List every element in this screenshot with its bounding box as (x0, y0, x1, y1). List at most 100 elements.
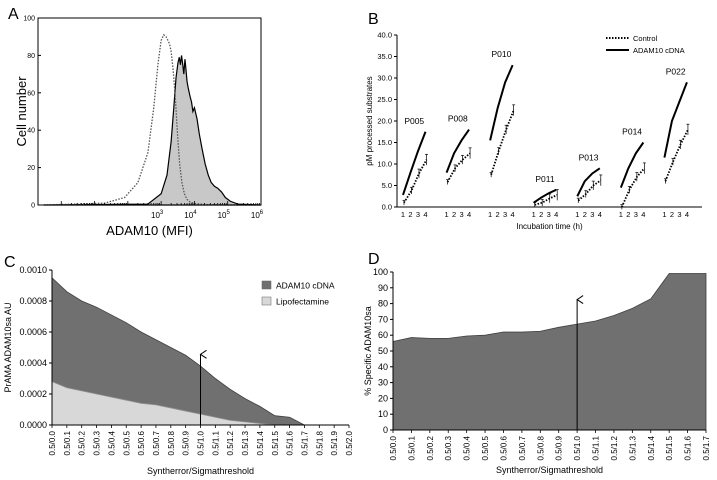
panel-b-line-chart: 0.0 5.0 10.0 15.0 20.0 25.0 30.0 35.0 40.0 pM pro… (365, 31, 702, 231)
x-tick-label: 0.5/0.4 (463, 435, 472, 460)
y-tick-label: 0 (383, 425, 388, 435)
x-tick-label: 0.5/0.0 (48, 430, 57, 455)
y-tick-label: 0.0002 (19, 389, 47, 399)
legend: ADAM10 cDNA Lipofectamine (261, 280, 335, 307)
x-tick-label: 0.5/1.3 (628, 435, 637, 460)
x-tick-label: 2 (670, 210, 674, 219)
x-axis-label: Syntherror/Sigmathreshold (147, 466, 254, 476)
y-axis-label: PrAMA ADAM10sa AU (3, 302, 13, 392)
x-tick-label: 1 (401, 210, 405, 219)
y-tick-label: 10.0 (377, 160, 392, 169)
y-tick-label: 0.0004 (19, 358, 47, 368)
series-control-line (534, 194, 558, 206)
group-p005: 1 2 3 4 P005 (401, 116, 428, 219)
y-tick-label: 20 (27, 165, 35, 172)
x-tick-label: 1 (488, 210, 492, 219)
y-tick-label: 40.0 (377, 31, 392, 40)
panel-label-c: C (4, 254, 16, 271)
x-tick-label: 0.5/1.2 (226, 430, 235, 455)
x-tick-label: 2 (626, 210, 630, 219)
y-tick-label: 10 (378, 409, 388, 419)
x-tick-label: 1 (532, 210, 536, 219)
series-control-line (490, 109, 515, 176)
group-label: P008 (448, 114, 468, 124)
x-tick-label: 1 (619, 210, 623, 219)
group-p022: 1 2 3 4 P022 (662, 66, 690, 219)
legend-label-control: Control (633, 34, 658, 43)
x-tick-label: 0.5/2.0 (345, 430, 354, 455)
panel-a-histogram: 0 20 40 60 80 100 103 104 105 106 ADAM10 (MFI) Cell… (14, 16, 264, 239)
y-tick-label: 0.0006 (19, 327, 47, 337)
group-label: P014 (622, 127, 642, 137)
y-tick-label: 40 (378, 362, 388, 372)
x-tick-label: 0.5/0.1 (407, 435, 416, 460)
x-tick-label: 0.5/0.7 (518, 435, 527, 460)
x-tick-label: 1 (662, 210, 666, 219)
x-tick-label: 4 (423, 210, 427, 219)
y-axis-label: pM processed substrates (365, 76, 374, 165)
x-tick-label: 0.5/0.0 (389, 435, 398, 460)
x-tick-label: 0.5/1.6 (684, 435, 693, 460)
legend: Control ADAM10 cDNA (606, 34, 685, 55)
legend-label-adam10: ADAM10 cDNA (633, 46, 685, 55)
x-tick-label: 0.5/0.9 (555, 435, 564, 460)
x-tick-label: 4 (641, 210, 645, 219)
group-p011: 1 2 3 4 P011 (532, 174, 559, 219)
x-tick-label: 0.5/1.4 (256, 430, 265, 455)
panel-d-area-chart: 0 10 20 30 40 50 60 70 80 90 100 0.5/0.0 0.5/0.1 0.5/… (363, 267, 711, 475)
x-tick-label: 3 (459, 210, 463, 219)
y-tick-label: 100 (23, 16, 35, 23)
x-tick-label: 0.5/1.4 (647, 435, 656, 460)
x-tick-label: 0.5/0.7 (152, 430, 161, 455)
legend-swatch (261, 296, 272, 306)
x-tick-label: 0.5/1.9 (330, 430, 339, 455)
legend-label: ADAM10 cDNA (276, 281, 335, 291)
x-tick-label: 4 (598, 210, 602, 219)
y-tick-label: 5.0 (382, 181, 392, 190)
x-tick-label: 0.5/1.3 (241, 430, 250, 455)
x-tick-label: 0.5/0.3 (93, 430, 102, 455)
x-tick-label: 3 (547, 210, 551, 219)
group-p014: 1 2 3 4 P014 (619, 127, 646, 219)
x-tick-label: 0.5/0.8 (536, 435, 545, 460)
series-adam10-line (576, 167, 601, 197)
x-tick-label: 2 (583, 210, 587, 219)
x-tick-label: 0.5/1.7 (702, 435, 711, 460)
x-tick-label: 0.5/1.7 (300, 430, 309, 455)
group-p013: 1 2 3 4 P013 (575, 152, 603, 219)
y-tick-label: 20.0 (377, 117, 392, 126)
x-tick-label: 4 (467, 210, 471, 219)
x-tick-label: 1 (575, 210, 579, 219)
x-tick-label: 4 (685, 210, 689, 219)
y-tick-label: 80 (378, 299, 388, 309)
series-adam10-line (663, 81, 688, 158)
y-tick-label: 25.0 (377, 95, 392, 104)
x-tick-label: 0.5/1.0 (573, 435, 582, 460)
x-tick-label: 104 (184, 210, 197, 220)
y-tick-label: 15.0 (377, 138, 392, 147)
x-tick-label: 2 (539, 210, 543, 219)
x-tick-label: 0.5/1.6 (286, 430, 295, 455)
series-adam10-cdna-area (43, 55, 262, 206)
y-tick-label: 70 (378, 314, 388, 324)
x-tick-label: 0.5/0.5 (481, 435, 490, 460)
series-control-line (577, 179, 602, 202)
x-tick-label: 0.5/0.5 (122, 430, 131, 455)
y-tick-label: 30 (378, 378, 388, 388)
x-tick-label: 4 (554, 210, 558, 219)
legend-swatch (261, 280, 272, 290)
x-tick-label: 0.5/1.0 (197, 430, 206, 455)
x-tick-label: 0.5/0.8 (167, 430, 176, 455)
y-tick-label: 60 (27, 90, 35, 97)
y-tick-label: 30.0 (377, 74, 392, 83)
y-axis-label: % Specific ADAM10sa (363, 306, 373, 396)
series-control-line (621, 167, 646, 208)
plot-frame (37, 17, 262, 206)
group-label: P013 (579, 152, 599, 162)
y-tick-label: 80 (27, 53, 35, 60)
x-tick-label: 0.5/1.5 (665, 435, 674, 460)
y-tick-label: 20 (378, 393, 388, 403)
x-tick-label: 4 (511, 210, 515, 219)
x-tick-label: 0.5/1.8 (315, 430, 324, 455)
